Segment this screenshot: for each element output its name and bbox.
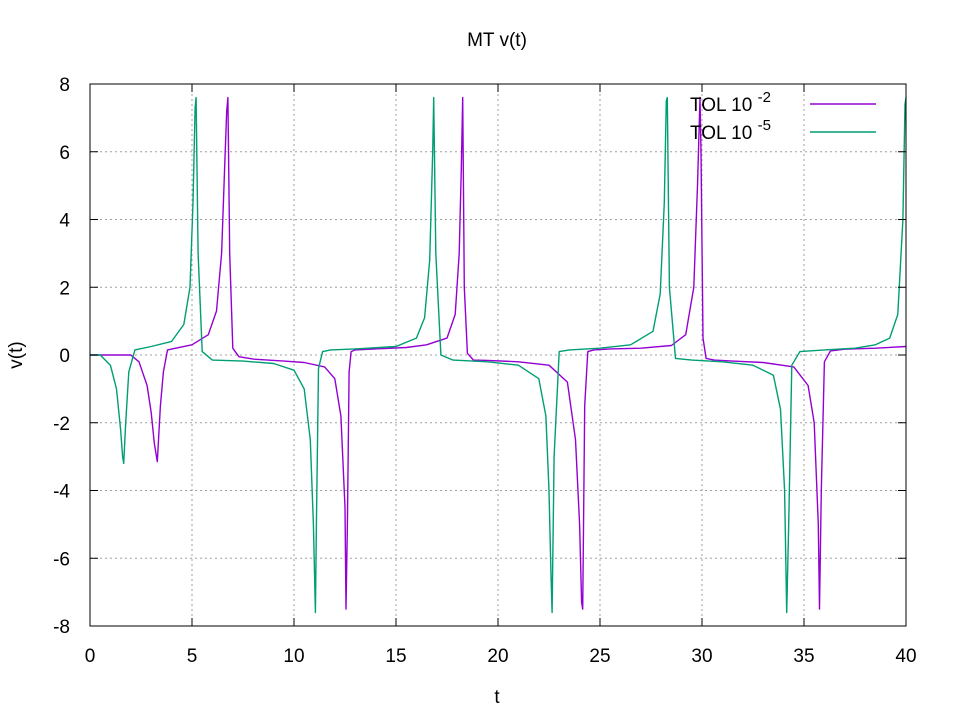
- grid: [90, 84, 906, 626]
- y-axis-label: v(t): [6, 341, 27, 368]
- x-axis-label: t: [494, 687, 500, 708]
- series-line-1: [90, 96, 907, 610]
- x-tick-label: 0: [85, 646, 96, 667]
- x-tick-label: 5: [187, 646, 198, 667]
- y-tick-label: -4: [53, 482, 70, 503]
- legend-label-2: TOL 10 -5: [690, 117, 771, 144]
- legend-label-1: TOL 10 -2: [690, 89, 771, 116]
- x-tick-label: 40: [895, 646, 916, 667]
- y-tick-label: 0: [59, 346, 70, 367]
- x-tick-label: 20: [487, 646, 508, 667]
- y-tick-label: 8: [59, 75, 70, 96]
- y-tick-label: -8: [53, 617, 70, 638]
- y-tick-label: -6: [53, 549, 70, 570]
- x-tick-label: 35: [793, 646, 814, 667]
- legend-exponent-2: -5: [758, 117, 771, 134]
- x-tick-label: 30: [691, 646, 712, 667]
- y-tick-label: 2: [59, 278, 70, 299]
- x-tick-label: 25: [589, 646, 610, 667]
- x-tick-label: 15: [385, 646, 406, 667]
- legend-exponent-1: -2: [758, 89, 771, 106]
- axis-ticks: 0 5 10 15 20 25 30 35 40 -8 -6 -4 -2 0 2 4 6 8: [53, 75, 916, 667]
- x-tick-label: 10: [283, 646, 304, 667]
- y-tick-label: 6: [59, 143, 70, 164]
- plot-series: [90, 96, 907, 614]
- chart-title: MT v(t): [467, 30, 527, 51]
- series-line-2: [90, 96, 907, 614]
- y-tick-label: -2: [53, 414, 70, 435]
- y-tick-label: 4: [59, 211, 70, 232]
